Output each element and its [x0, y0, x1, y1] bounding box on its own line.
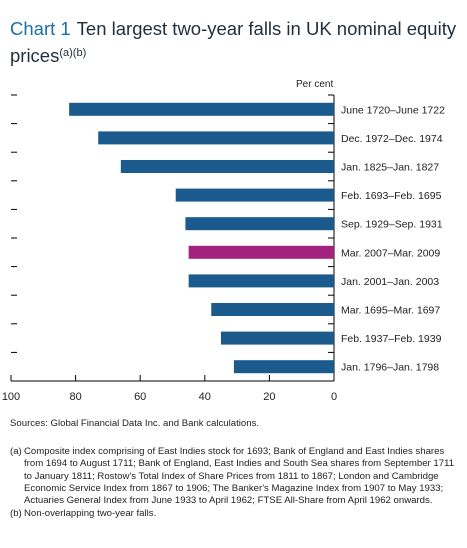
unit-label: Per cent — [296, 79, 333, 90]
footnote-marker: (a) — [10, 446, 22, 457]
category-label: Jan. 1825–Jan. 1827 — [341, 162, 439, 174]
chart-title-text: Ten largest two-year falls in UK nominal… — [10, 18, 457, 66]
bar — [188, 245, 334, 259]
category-label: Sep. 1929–Sep. 1931 — [341, 219, 443, 231]
bar — [69, 102, 334, 116]
bar — [98, 131, 335, 145]
chart-number: Chart 1 — [10, 18, 71, 39]
x-tick-label: 20 — [263, 391, 275, 403]
x-tick-label: 80 — [69, 391, 81, 403]
bar — [120, 160, 334, 173]
category-label: June 1720–June 1722 — [341, 104, 445, 116]
footnotes: (a) Composite index comprising of East I… — [10, 446, 460, 522]
category-label: Jan. 2001–Jan. 2003 — [341, 276, 439, 288]
x-tick-label: 60 — [134, 391, 146, 403]
category-label: Mar. 1695–Mar. 1697 — [341, 305, 440, 317]
bar — [175, 188, 334, 202]
category-label: Jan. 1796–Jan. 1798 — [341, 362, 439, 374]
category-label: Feb. 1937–Feb. 1939 — [341, 333, 442, 345]
sources-note: Sources: Global Financial Data Inc. and … — [10, 418, 260, 429]
footnote-a: (a) Composite index comprising of East I… — [10, 446, 460, 507]
bar-chart: Per cent 100 80 60 40 20 0 June 1720–June 1722… — [2, 79, 445, 403]
footnote-text: Non-overlapping two-year falls. — [24, 508, 157, 520]
bar — [188, 274, 334, 288]
chart-title: Chart 1 Ten largest two-year falls in UK … — [10, 16, 460, 68]
bar — [233, 360, 334, 374]
bar — [211, 303, 334, 316]
category-label: Feb. 1693–Feb. 1695 — [341, 190, 442, 202]
bar — [185, 217, 334, 231]
x-tick-label: 100 — [2, 391, 20, 403]
footnote-text: Composite index comprising of East Indie… — [24, 446, 455, 507]
x-tick-label: 40 — [199, 391, 211, 403]
footnote-marker: (b) — [10, 508, 22, 520]
bar — [220, 331, 334, 345]
category-label: Dec. 1972–Dec. 1974 — [341, 133, 443, 145]
category-label: Mar. 2007–Mar. 2009 — [341, 247, 440, 259]
footnote-b: (b) Non-overlapping two-year falls. — [10, 508, 460, 520]
title-footnote-refs: (a)(b) — [59, 47, 87, 59]
plot-area: 100 80 60 40 20 0 June 1720–June 1722 Dec. 1972… — [2, 94, 445, 403]
x-tick-label: 0 — [331, 391, 337, 403]
